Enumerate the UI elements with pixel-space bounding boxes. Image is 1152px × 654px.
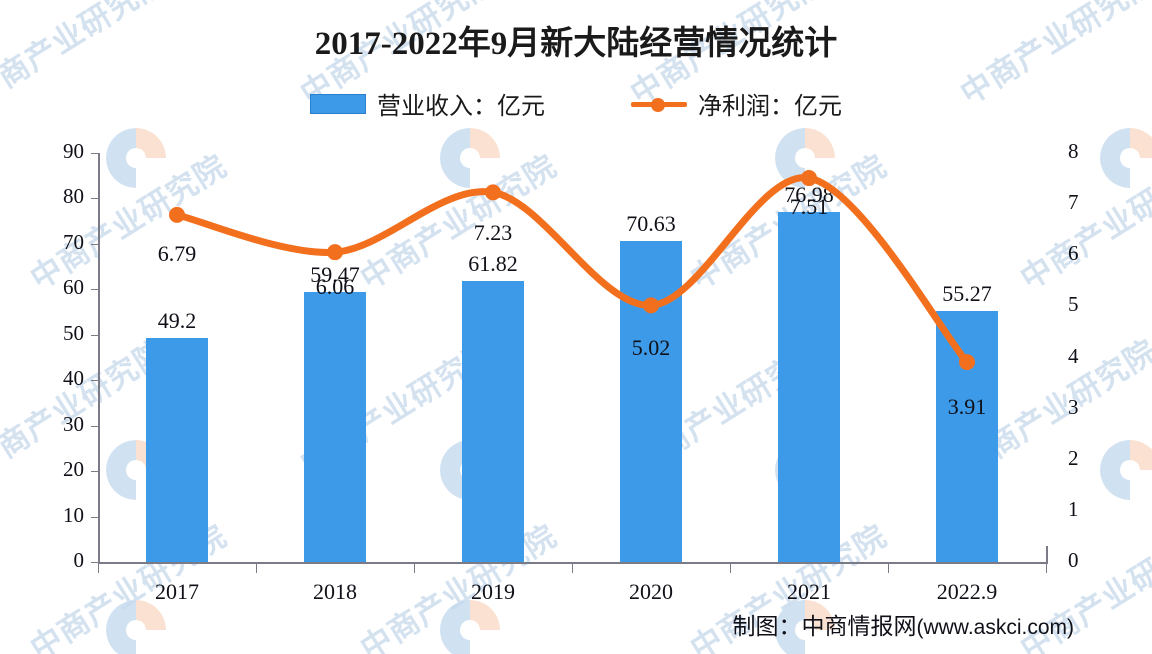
y-axis-left-tick-label: 20: [63, 457, 84, 482]
bar-2018[interactable]: [304, 291, 366, 562]
y-axis-left-tick: [91, 198, 98, 200]
x-axis-tick: [888, 564, 889, 573]
y-axis-left-tick: [91, 425, 98, 427]
x-axis-tick-label: 2020: [629, 579, 673, 604]
y-axis-right-tick-label: 8: [1068, 139, 1079, 163]
bar-2019[interactable]: [462, 281, 524, 562]
chart-title: 2017-2022年9月新大陆经营情况统计: [314, 26, 838, 62]
line-value-label-2019: 7.23: [473, 220, 513, 246]
legend-item-revenue[interactable]: 营业收入：亿元: [310, 86, 545, 121]
x-axis-tick: [98, 564, 99, 573]
x-axis-tick-label: 2018: [313, 579, 357, 604]
y-axis-right-tick-label: 1: [1068, 496, 1079, 521]
y-axis-left-tick: [91, 334, 98, 336]
credit-url: (www.askci.com): [916, 616, 1074, 639]
y-axis-left-tick-label: 10: [63, 502, 84, 527]
y-axis-right-tick-label: 3: [1068, 394, 1079, 419]
y-axis-left-line: [98, 153, 100, 563]
y-axis-left-tick-label: 50: [63, 320, 84, 345]
bar-swatch-icon: [310, 93, 366, 114]
x-axis-tick-label: 2019: [471, 579, 515, 604]
chart-legend: 营业收入：亿元 净利润：亿元: [0, 86, 1152, 121]
line-value-label-2018: 6.06: [315, 274, 355, 300]
y-axis-right-tick-label: 7: [1068, 190, 1079, 215]
legend-item-net-profit[interactable]: 净利润：亿元: [631, 86, 842, 121]
bar-value-label-2017: 49.2: [157, 308, 197, 334]
line-point-2021[interactable]: [801, 170, 817, 187]
y-axis-left-tick: [91, 289, 98, 291]
y-axis-right-line: [1046, 546, 1048, 564]
y-axis-right-tick-label: 5: [1068, 292, 1079, 317]
y-axis-left-tick-label: 70: [63, 229, 84, 254]
x-axis-tick: [414, 564, 415, 573]
y-axis-left-tick: [91, 153, 98, 154]
line-point-2022.9[interactable]: [959, 354, 975, 371]
y-axis-left-tick: [91, 380, 98, 382]
bar-value-label-2020: 70.63: [626, 211, 676, 237]
source-credit: 制图：中商情报网(www.askci.com): [732, 607, 1074, 641]
y-axis-left-tick-label: 80: [63, 184, 84, 209]
line-point-2019[interactable]: [485, 184, 501, 201]
line-value-label-2021: 7.51: [789, 194, 829, 220]
bar-2022.9[interactable]: [936, 310, 998, 562]
legend-label-revenue: 营业收入：亿元: [377, 94, 545, 120]
x-axis-tick-end: [1046, 564, 1047, 573]
y-axis-left-tick-label: 0: [73, 548, 85, 572]
y-axis-left-tick-label: 60: [63, 275, 84, 300]
line-value-label-2022.9: 3.91: [947, 394, 987, 420]
x-axis-tick-label: 2022.9: [936, 579, 998, 604]
y-axis-left-tick-label: 30: [63, 411, 84, 436]
net-profit-line-path: [173, 174, 971, 366]
x-axis-tick-label: 2017: [155, 579, 199, 604]
y-axis-left-tick-label: 90: [63, 139, 84, 163]
line-swatch-icon: [631, 94, 687, 114]
y-axis-left-tick: [91, 471, 98, 473]
y-axis-right-tick-label: 0: [1068, 548, 1079, 572]
line-point-2020[interactable]: [643, 297, 659, 314]
x-axis-tick: [572, 564, 573, 573]
y-axis-left-tick: [91, 516, 98, 518]
x-axis-tick: [256, 564, 257, 573]
y-axis-left-tick-label: 40: [63, 366, 84, 391]
legend-label-net-profit: 净利润：亿元: [698, 94, 842, 120]
line-value-label-2020: 5.02: [631, 335, 671, 361]
bar-value-label-2018: 59.47: [310, 261, 360, 287]
y-axis-left-tick: [91, 243, 98, 245]
x-axis-tick: [730, 564, 731, 573]
bar-value-label-2019: 61.82: [468, 251, 518, 277]
credit-prefix: 制图：中商情报网: [732, 614, 917, 639]
line-point-2018[interactable]: [327, 244, 343, 261]
x-axis-line: [98, 562, 1048, 564]
y-axis-left-tick: [91, 562, 98, 563]
y-axis-right-tick-label: 6: [1068, 241, 1079, 266]
line-point-2017[interactable]: [169, 206, 185, 223]
bar-2021[interactable]: [778, 212, 840, 562]
bar-value-label-2022.9: 55.27: [942, 280, 992, 306]
x-axis-tick-label: 2021: [787, 579, 831, 604]
y-axis-right-tick-label: 4: [1068, 343, 1079, 368]
y-axis-right-tick-label: 2: [1068, 445, 1079, 470]
line-value-label-2017: 6.79: [157, 240, 197, 266]
